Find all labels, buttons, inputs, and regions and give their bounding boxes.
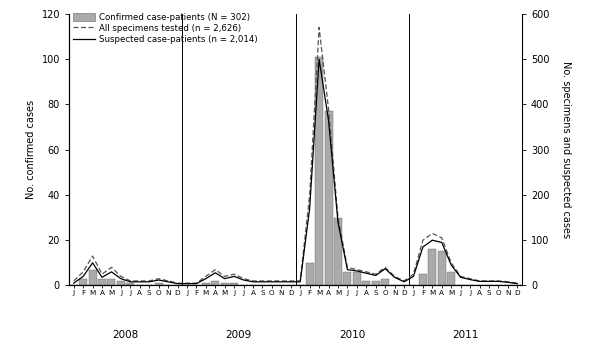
Text: 2010: 2010	[339, 330, 365, 340]
Bar	[230, 283, 238, 285]
Text: 2009: 2009	[226, 330, 252, 340]
Bar	[98, 279, 106, 285]
Legend: Confirmed case-patients (N = 302), All specimens tested (n = 2,626), Suspected c: Confirmed case-patients (N = 302), All s…	[73, 13, 258, 44]
Bar	[343, 272, 352, 285]
Bar	[428, 249, 436, 285]
Bar	[372, 281, 380, 285]
Bar	[334, 218, 342, 285]
Bar	[79, 279, 87, 285]
Bar	[447, 272, 455, 285]
Bar	[117, 281, 125, 285]
Bar	[211, 281, 219, 285]
Text: 2011: 2011	[452, 330, 479, 340]
Bar	[127, 283, 134, 285]
Bar	[107, 279, 115, 285]
Bar	[353, 272, 361, 285]
Text: 2008: 2008	[113, 330, 139, 340]
Bar	[419, 274, 427, 285]
Bar	[155, 283, 163, 285]
Bar	[362, 281, 370, 285]
Bar	[89, 270, 97, 285]
Y-axis label: No. specimens and suspected cases: No. specimens and suspected cases	[560, 61, 571, 238]
Bar	[438, 252, 446, 285]
Y-axis label: No. confirmed cases: No. confirmed cases	[26, 100, 36, 199]
Bar	[202, 283, 210, 285]
Bar	[381, 279, 389, 285]
Bar	[305, 263, 314, 285]
Bar	[315, 57, 323, 285]
Bar	[221, 283, 229, 285]
Bar	[325, 111, 332, 285]
